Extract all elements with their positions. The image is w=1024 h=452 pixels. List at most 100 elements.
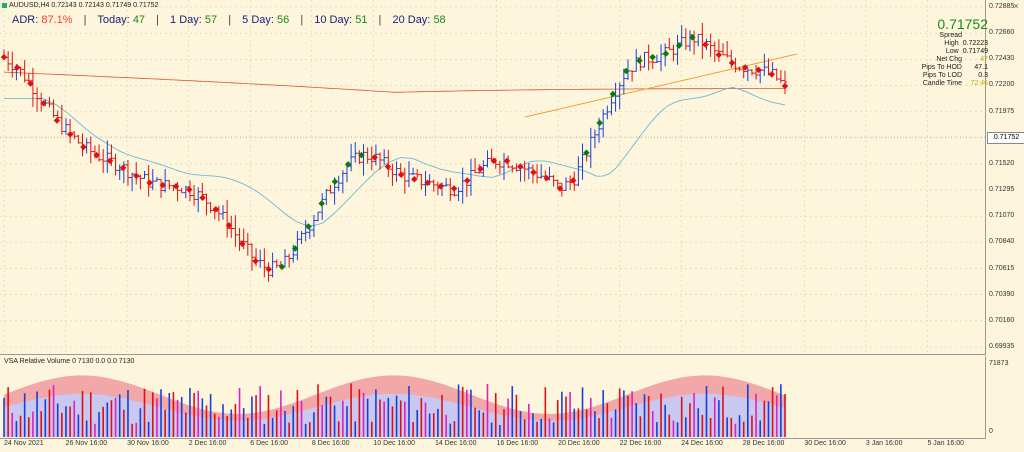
trend-marker — [662, 50, 670, 57]
price-axis-label: 0.72660 — [989, 29, 1015, 37]
trend-marker — [384, 163, 392, 170]
day20-label: 20 Day: — [392, 14, 431, 26]
time-axis-label: 10 Dec 16:00 — [373, 440, 416, 447]
spread-label: Spread — [939, 32, 962, 39]
trend-marker — [186, 186, 193, 193]
adr-label: ADR: — [12, 14, 39, 26]
price-axis-label: 0.70160 — [989, 316, 1015, 324]
day1-label: 1 Day: — [170, 14, 202, 26]
volume-axis[interactable]: 71873 0 — [986, 356, 1024, 438]
candle-time-label: Candle Time — [922, 80, 962, 87]
trend-marker — [66, 131, 74, 138]
trend-marker — [119, 164, 127, 172]
price-axis[interactable]: 0.72885 0.72660 0.72430 0.72200 0.71975 0.717… — [986, 0, 1024, 354]
trend-marker — [225, 222, 233, 229]
high-row: High 0.72223 — [902, 40, 988, 48]
netchg-value: 47 — [980, 56, 988, 63]
spread-value — [966, 32, 988, 40]
time-axis-label: 3 Jan 16:00 — [865, 440, 903, 447]
trend-marker — [172, 182, 180, 190]
trend-marker — [252, 257, 259, 265]
time-axis-label: 2 Dec 16:00 — [188, 440, 227, 447]
time-axis-label: 5 Jan 16:00 — [927, 440, 965, 447]
today-label: Today: — [97, 14, 130, 26]
volume-axis-max: 71873 — [989, 360, 1009, 367]
close-icon[interactable]: × — [1013, 1, 1019, 11]
lod-value: 0.3 — [978, 72, 988, 79]
trend-marker — [80, 143, 87, 151]
adr-indicator-bar: ADR: 87.1% | Today: 47 | 1 Day: 57 | 5 D… — [12, 14, 446, 26]
trend-marker — [715, 51, 723, 59]
trend-marker — [212, 206, 220, 213]
trend-marker — [93, 151, 100, 159]
price-plot-area[interactable] — [0, 0, 986, 355]
trend-marker — [781, 82, 789, 90]
day10-value: 51 — [355, 14, 368, 26]
price-axis-label: 0.69935 — [989, 343, 1015, 350]
trend-marker — [596, 119, 603, 127]
trend-marker — [503, 157, 511, 165]
lod-row: Pips To LOD 0.3 — [902, 72, 988, 80]
trend-marker — [278, 263, 286, 271]
time-axis-label: 30 Nov 16:00 — [127, 440, 169, 447]
time-axis-label: 24 Dec 16:00 — [681, 440, 723, 447]
time-axis-label: 8 Dec 16:00 — [311, 440, 350, 447]
trend-marker — [344, 161, 352, 168]
trend-marker — [450, 185, 458, 192]
low-row: Low 0.71749 — [902, 48, 988, 56]
trend-marker — [543, 174, 550, 182]
spread-row: Spread — [902, 32, 988, 40]
trend-marker — [702, 41, 709, 48]
trend-marker — [106, 157, 114, 165]
time-axis[interactable]: 24 Nov 2021 26 Nov 16:00 30 Nov 16:00 2 Dec… — [0, 439, 985, 452]
candle-time-row: Candle Time 72:46 — [902, 80, 988, 88]
trend-marker — [583, 149, 590, 157]
price-axis-label: 0.72885 — [989, 3, 1015, 10]
time-axis-label: 30 Dec 16:00 — [804, 440, 846, 447]
trend-marker — [291, 245, 299, 252]
trend-marker — [397, 171, 405, 178]
trend-marker — [464, 177, 471, 184]
time-axis-label: 6 Dec 16:00 — [250, 440, 288, 447]
today-value: 47 — [132, 14, 146, 26]
volume-envelope-mid — [4, 393, 785, 437]
trend-marker — [517, 163, 524, 170]
price-axis-label: 0.71070 — [989, 212, 1015, 220]
trend-marker — [146, 179, 153, 187]
trend-marker — [318, 200, 325, 207]
low-value: 0.71749 — [962, 48, 988, 55]
time-axis-label: 16 Dec 16:00 — [496, 440, 539, 447]
low-label: Low — [945, 48, 959, 55]
hod-value: 47.1 — [974, 64, 988, 71]
hod-label: Pips To HOD — [921, 64, 962, 71]
time-axis-label: 14 Dec 16:00 — [434, 440, 477, 447]
trend-marker — [437, 182, 445, 190]
trend-marker — [477, 165, 484, 173]
trend-marker — [411, 176, 418, 183]
volume-plot-area[interactable] — [0, 356, 986, 439]
time-axis-label: 24 Nov 2021 — [4, 440, 44, 447]
moving-average-cyan — [4, 86, 786, 227]
trend-marker — [331, 178, 339, 185]
price-axis-label: 0.70615 — [989, 264, 1015, 272]
trend-marker — [358, 151, 365, 159]
time-axis-label: 28 Dec 16:00 — [742, 440, 785, 447]
trend-marker — [199, 194, 206, 201]
trend-marker — [265, 265, 272, 273]
price-axis-label: 0.71520 — [989, 159, 1015, 167]
current-price: 0.71752 — [937, 16, 988, 32]
volume-axis-min: 0 — [989, 428, 993, 435]
trend-marker — [159, 181, 167, 189]
price-info-panel: 0.71752 Spread High 0.72223 Low 0.71749 Ne… — [902, 16, 988, 88]
trend-marker — [490, 157, 498, 165]
symbol-ohlc: AUDUSD,H4 0.72143 0.72143 0.71749 0.7175… — [9, 2, 159, 9]
hod-row: Pips To HOD 47.1 — [902, 64, 988, 72]
price-axis-label: 0.70840 — [989, 238, 1015, 246]
trend-marker — [305, 223, 312, 230]
netchg-label: Net Chg — [936, 56, 962, 63]
high-value: 0.72223 — [962, 40, 988, 47]
trend-marker — [530, 169, 537, 176]
trend-marker — [768, 71, 776, 78]
time-axis-label: 20 Dec 16:00 — [558, 440, 600, 447]
